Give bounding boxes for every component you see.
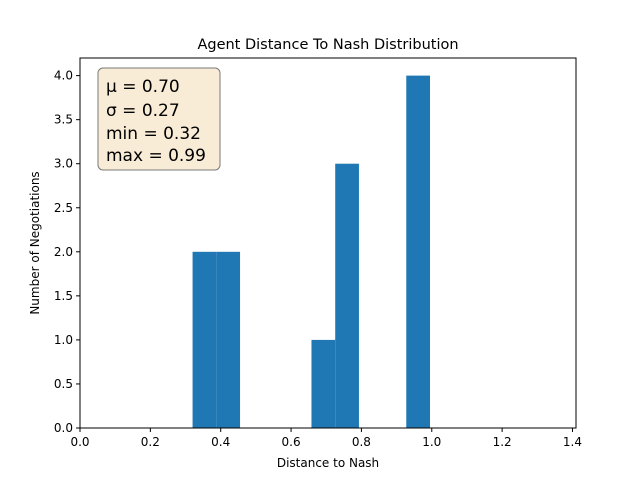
stats-box: μ = 0.70 σ = 0.27 min = 0.32 max = 0.99 — [97, 67, 221, 171]
x-tick-label: 0.8 — [352, 435, 371, 449]
y-tick-label: 3.0 — [54, 157, 73, 171]
y-tick-label: 2.0 — [54, 245, 73, 259]
y-axis-ticks: 0.0 0.5 1.0 1.5 2.0 2.5 3.0 3.5 4.0 — [54, 69, 80, 435]
histogram-bar — [311, 339, 336, 428]
x-tick-label: 1.4 — [563, 435, 582, 449]
x-tick-label: 0.0 — [70, 435, 89, 449]
histogram-bars — [192, 75, 431, 429]
x-axis-ticks: 0.0 0.2 0.4 0.6 0.8 1.0 1.2 1.4 — [70, 428, 582, 449]
x-tick-label: 0.4 — [211, 435, 230, 449]
plot-frame — [79, 57, 577, 429]
x-tick-label: 0.2 — [141, 435, 160, 449]
y-tick-label: 1.0 — [54, 333, 73, 347]
x-tick-label: 1.0 — [422, 435, 441, 449]
stats-max: max = 0.99 — [106, 146, 206, 166]
chart-title: Agent Distance To Nash Distribution — [197, 37, 458, 53]
histogram-bar — [192, 251, 217, 428]
y-tick-label: 3.5 — [54, 113, 73, 127]
y-tick-label: 0.0 — [54, 421, 73, 435]
y-tick-label: 0.5 — [54, 377, 73, 391]
x-tick-label: 1.2 — [493, 435, 512, 449]
y-axis-label: Number of Negotiations — [28, 171, 42, 314]
histogram-bar — [216, 251, 241, 428]
y-tick-label: 2.5 — [54, 201, 73, 215]
x-tick-label: 0.6 — [282, 435, 301, 449]
y-tick-label: 4.0 — [54, 69, 73, 83]
stats-mean: μ = 0.70 — [106, 77, 180, 97]
stats-min: min = 0.32 — [106, 124, 201, 144]
x-axis-label: Distance to Nash — [277, 456, 379, 470]
y-tick-label: 1.5 — [54, 289, 73, 303]
histogram-bar — [406, 75, 431, 429]
histogram-bar — [335, 163, 359, 428]
stats-std: σ = 0.27 — [106, 101, 180, 121]
stats-box-background — [97, 67, 221, 171]
